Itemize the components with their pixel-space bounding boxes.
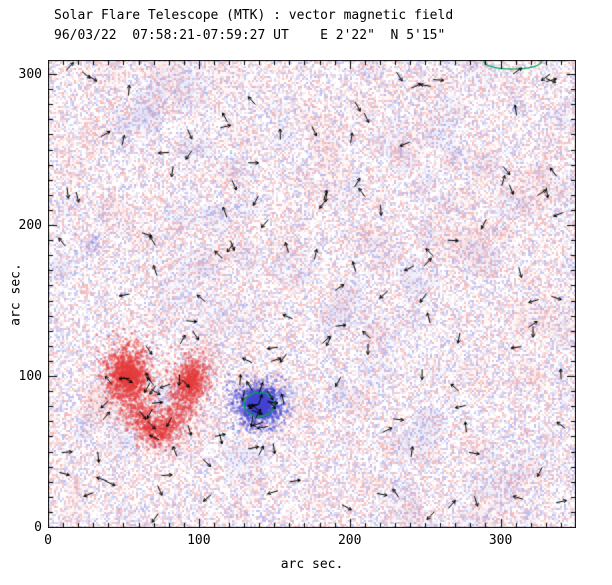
- x-tick-label-300: 300: [488, 533, 513, 548]
- figure-subtitle: 96/03/22 07:58:21-07:59:27 UT E 2'22" N …: [54, 28, 446, 43]
- y-tick-label-100: 100: [18, 369, 42, 385]
- x-axis-label: arc sec.: [280, 557, 344, 572]
- y-axis-label: arc sec.: [8, 263, 24, 326]
- x-tick-label-0: 0: [44, 533, 52, 548]
- y-tick-label-200: 200: [18, 218, 42, 234]
- x-tick-label-100: 100: [187, 533, 211, 548]
- figure-title: Solar Flare Telescope (MTK) : vector mag…: [54, 8, 454, 23]
- y-tick-label-300: 300: [18, 67, 42, 83]
- magnetogram-plot-canvas: [48, 60, 576, 528]
- y-tick-label-0: 0: [34, 520, 42, 535]
- x-tick-label-200: 200: [337, 533, 362, 548]
